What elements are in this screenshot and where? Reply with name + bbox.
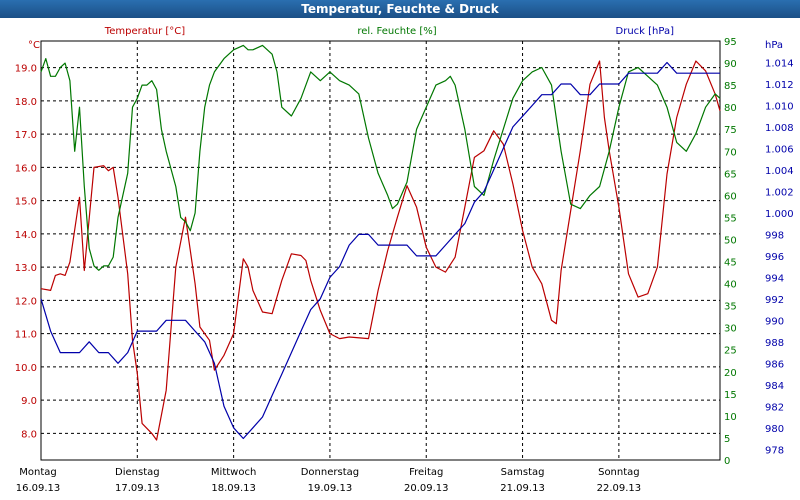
weather-chart: 8.0 9.0 10.0 11.0 12.0 13.0 14.0 15.0 16.0 17.0 18… [15, 26, 794, 494]
x-date-label: 19.09.13 [308, 483, 353, 494]
humidity-tick-label: 30 [724, 324, 737, 335]
humidity-tick-label: 50 [724, 235, 737, 246]
pressure-tick-label: 1.014 [765, 58, 794, 69]
temp-tick-label: 17.0 [15, 130, 37, 141]
humidity-tick-label: 40 [724, 280, 737, 291]
humidity-tick-label: 25 [724, 346, 737, 357]
x-day-label: Donnerstag [301, 467, 359, 478]
x-date-label: 17.09.13 [115, 483, 160, 494]
pressure-tick-label: 996 [765, 252, 784, 263]
pressure-tick-label: 1.010 [765, 101, 794, 112]
temp-tick-label: 11.0 [15, 330, 37, 341]
humidity-tick-label: 75 [724, 125, 737, 136]
temp-tick-label: 19.0 [15, 64, 37, 75]
temp-tick-label: 10.0 [15, 363, 37, 374]
window-title: Temperatur, Feuchte & Druck [0, 0, 800, 18]
temp-axis-title: Temperatur [°C] [104, 26, 185, 37]
pressure-tick-label: 1.012 [765, 80, 794, 91]
pressure-tick-label: 990 [765, 316, 784, 327]
x-date-label: 20.09.13 [404, 483, 449, 494]
x-day-label: Freitag [409, 467, 443, 478]
temp-tick-label: 15.0 [15, 197, 37, 208]
x-date-label: 16.09.13 [16, 483, 61, 494]
pressure-tick-label: 988 [765, 338, 784, 349]
pressure-axis-title: Druck [hPa] [616, 26, 675, 37]
humidity-tick-label: 70 [724, 147, 737, 158]
temp-tick-label: 14.0 [15, 230, 37, 241]
temp-unit: °C [28, 40, 40, 51]
pressure-tick-label: 982 [765, 402, 784, 413]
humidity-tick-label: 35 [724, 302, 737, 313]
x-date-label: 22.09.13 [597, 483, 642, 494]
temp-tick-label: 12.0 [15, 296, 37, 307]
humidity-tick-label: 45 [724, 258, 737, 269]
pressure-unit: hPa [765, 40, 783, 51]
temp-tick-label: 18.0 [15, 97, 37, 108]
x-day-label: Dienstag [115, 467, 160, 478]
temp-tick-label: 9.0 [21, 396, 37, 407]
temp-tick-label: 16.0 [15, 163, 37, 174]
x-day-label: Sonntag [598, 467, 640, 478]
series-line-humidity [40, 44, 721, 271]
pressure-tick-label: 980 [765, 424, 784, 435]
pressure-tick-label: 1.006 [765, 144, 794, 155]
humidity-tick-label: 80 [724, 103, 737, 114]
pressure-tick-label: 1.008 [765, 123, 794, 134]
humidity-tick-label: 65 [724, 169, 737, 180]
x-date-label: 18.09.13 [211, 483, 256, 494]
humidity-tick-label: 20 [724, 368, 737, 379]
humidity-tick-label: 15 [724, 390, 737, 401]
humidity-tick-label: 10 [724, 412, 737, 423]
x-day-label: Montag [19, 467, 56, 478]
pressure-tick-label: 998 [765, 230, 784, 241]
pressure-tick-label: 1.002 [765, 187, 794, 198]
temp-tick-label: 13.0 [15, 263, 37, 274]
humidity-axis-title: rel. Feuchte [%] [357, 26, 436, 37]
pressure-tick-label: 994 [765, 273, 784, 284]
series-line-pressure [40, 61, 720, 440]
humidity-tick-label: 85 [724, 81, 737, 92]
pressure-tick-label: 978 [765, 445, 784, 456]
pressure-tick-label: 984 [765, 381, 784, 392]
series-line-temperature [40, 60, 721, 441]
humidity-tick-label: 60 [724, 191, 737, 202]
pressure-tick-label: 1.004 [765, 166, 794, 177]
plot-area [40, 40, 721, 461]
humidity-tick-label: 55 [724, 213, 737, 224]
humidity-tick-label: 90 [724, 59, 737, 70]
pressure-tick-label: 1.000 [765, 209, 794, 220]
temp-tick-label: 8.0 [21, 429, 37, 440]
pressure-tick-label: 986 [765, 359, 784, 370]
x-day-label: Samstag [501, 467, 545, 478]
x-date-label: 21.09.13 [500, 483, 545, 494]
humidity-tick-label: 95 [724, 37, 737, 48]
pressure-tick-label: 992 [765, 295, 784, 306]
humidity-tick-label: 5 [724, 434, 730, 445]
x-day-label: Mittwoch [211, 467, 256, 478]
humidity-tick-label: 0 [724, 456, 730, 467]
